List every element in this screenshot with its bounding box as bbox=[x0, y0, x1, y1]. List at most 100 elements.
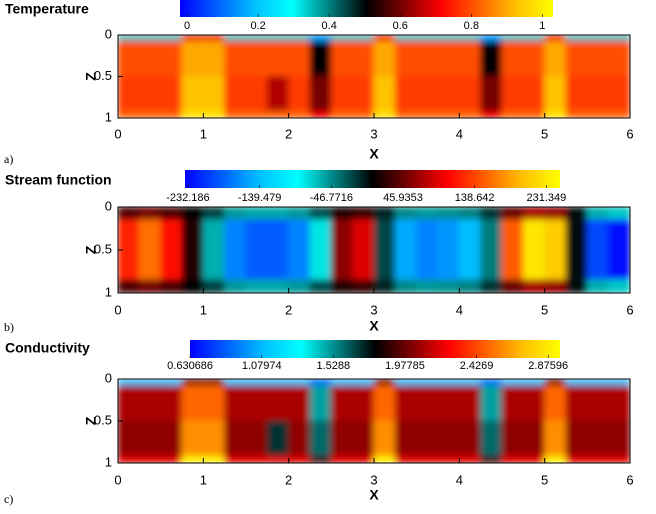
field-cell bbox=[416, 41, 439, 77]
y-tick-label: 0 bbox=[105, 370, 112, 385]
field-cell bbox=[480, 219, 503, 251]
field-cell bbox=[416, 110, 439, 118]
field-cell bbox=[501, 110, 524, 118]
field-cell bbox=[586, 41, 610, 77]
field-cell bbox=[480, 76, 503, 112]
field-cell bbox=[245, 41, 268, 77]
field-cell bbox=[266, 110, 290, 118]
field-cell bbox=[266, 207, 290, 221]
field-cell bbox=[394, 279, 418, 293]
field-cell bbox=[160, 379, 183, 387]
field-cell bbox=[565, 385, 588, 422]
field-cell bbox=[522, 249, 546, 281]
colorbar-tick-label: -232.186 bbox=[166, 192, 209, 204]
field-cell bbox=[608, 249, 630, 281]
field-cell bbox=[394, 207, 418, 221]
colorbar-tick-label: 1.07974 bbox=[242, 360, 282, 372]
field-cell bbox=[118, 455, 140, 463]
field-cell bbox=[373, 249, 396, 281]
field-cell bbox=[437, 219, 460, 251]
field-cell bbox=[202, 420, 226, 457]
field-cell bbox=[437, 41, 460, 77]
field-cell bbox=[224, 420, 247, 457]
field-cell bbox=[501, 420, 524, 457]
field-cell bbox=[416, 279, 439, 293]
field-cell bbox=[373, 207, 396, 221]
field-cell bbox=[480, 455, 503, 463]
field-cell bbox=[330, 219, 354, 251]
field-cell bbox=[565, 35, 588, 43]
field-cell bbox=[608, 219, 630, 251]
field-cell bbox=[608, 110, 630, 118]
colorbar-tick-label: 0.8 bbox=[464, 20, 479, 32]
x-tick-label: 5 bbox=[541, 472, 548, 487]
field-cell bbox=[352, 455, 375, 463]
field-cell bbox=[394, 41, 418, 77]
field-cell bbox=[416, 76, 439, 112]
field-cell bbox=[480, 385, 503, 422]
field-cell bbox=[181, 420, 204, 457]
field-cell bbox=[352, 249, 375, 281]
colorbar-tick-label: -46.7716 bbox=[310, 192, 353, 204]
colorbar bbox=[190, 340, 560, 358]
field-cell bbox=[224, 279, 247, 293]
x-tick-label: 6 bbox=[626, 472, 633, 487]
field-cell bbox=[544, 35, 567, 43]
field-cell bbox=[224, 41, 247, 77]
field-cell bbox=[224, 76, 247, 112]
x-tick-label: 5 bbox=[541, 126, 548, 141]
field-cell bbox=[501, 249, 524, 281]
field-cell bbox=[373, 219, 396, 251]
field-cell bbox=[181, 219, 204, 251]
y-tick-label: 1 bbox=[105, 454, 112, 469]
y-tick-label: 1 bbox=[105, 284, 112, 299]
field-cell bbox=[373, 379, 396, 387]
field-cell bbox=[586, 76, 610, 112]
field-cell bbox=[565, 379, 588, 387]
field-cell bbox=[118, 420, 140, 457]
field-cell bbox=[118, 41, 140, 77]
field-cell bbox=[458, 35, 482, 43]
colorbar-tick-label: 2.87596 bbox=[528, 360, 568, 372]
field-cell bbox=[544, 420, 567, 457]
field-cell bbox=[416, 219, 439, 251]
field-cell bbox=[138, 455, 162, 463]
x-tick-label: 0 bbox=[114, 126, 121, 141]
field-cell bbox=[565, 110, 588, 118]
field-cell bbox=[118, 379, 140, 387]
field-cell bbox=[138, 279, 162, 293]
field-cell bbox=[373, 420, 396, 457]
field-cell bbox=[309, 76, 332, 112]
field-cell bbox=[118, 219, 140, 251]
field-cell bbox=[224, 207, 247, 221]
field-cell bbox=[224, 35, 247, 43]
colorbar-tick-label: 1 bbox=[539, 20, 545, 32]
field-cells bbox=[118, 207, 630, 293]
field-cell bbox=[522, 219, 546, 251]
field-cell bbox=[522, 110, 546, 118]
x-tick-label: 4 bbox=[456, 126, 463, 141]
field-cell bbox=[501, 207, 524, 221]
field-cells bbox=[118, 35, 630, 118]
field-cell bbox=[138, 35, 162, 43]
x-axis-label: X bbox=[369, 318, 379, 334]
field-cell bbox=[565, 249, 588, 281]
field-cell bbox=[480, 110, 503, 118]
y-axis-label: Z bbox=[83, 72, 99, 81]
field-cell bbox=[309, 420, 332, 457]
field-cell bbox=[586, 249, 610, 281]
field-cell bbox=[245, 420, 268, 457]
field-cell bbox=[544, 379, 567, 387]
y-tick-label: 0.5 bbox=[94, 412, 112, 427]
field-cell bbox=[373, 110, 396, 118]
field-cell bbox=[437, 110, 460, 118]
field-cell bbox=[608, 41, 630, 77]
field-cell bbox=[118, 110, 140, 118]
x-tick-label: 1 bbox=[200, 472, 207, 487]
field-cell bbox=[586, 207, 610, 221]
field-cell bbox=[352, 385, 375, 422]
colorbar-tick-label: 1.97785 bbox=[385, 360, 425, 372]
field-cell bbox=[181, 110, 204, 118]
field-cell bbox=[202, 207, 226, 221]
